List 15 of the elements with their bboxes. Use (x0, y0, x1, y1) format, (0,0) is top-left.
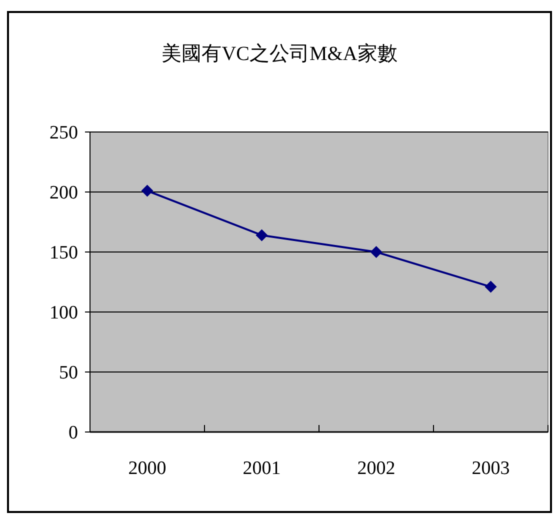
point (484, 280, 497, 293)
point (141, 184, 154, 197)
point (370, 246, 382, 258)
y-tick-label: 250 (50, 122, 78, 144)
y-tick-label: 50 (59, 362, 78, 384)
y-tick-label: 100 (50, 302, 78, 324)
x-tick-label: 2002 (357, 458, 396, 479)
y-tick-label: 150 (50, 242, 78, 264)
x-tick-label: 2000 (128, 458, 166, 479)
x-tick-label: 2003 (472, 458, 510, 479)
chart-title: 美國有VC之公司M&A家數 (162, 42, 398, 65)
point (256, 229, 268, 242)
x-tick-label: 2001 (242, 458, 281, 479)
y-tick-label: 0 (68, 422, 78, 444)
y-tick-label: 200 (50, 182, 78, 204)
